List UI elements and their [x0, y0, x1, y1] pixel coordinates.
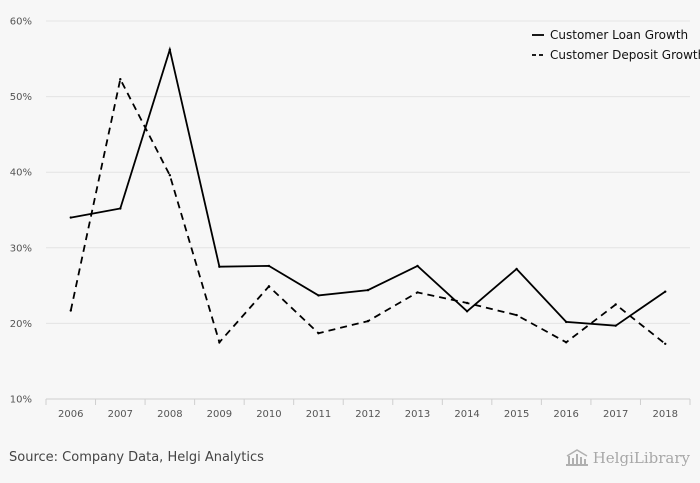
x-tick-label: 2009 — [207, 409, 232, 420]
x-tick-label: 2018 — [653, 409, 678, 420]
y-tick-label: 40% — [10, 168, 32, 179]
x-tick-label: 2008 — [157, 409, 182, 420]
helgi-library-logo: HelgiLibrary — [565, 449, 690, 467]
data-point — [664, 342, 667, 346]
data-point — [267, 264, 271, 268]
x-tick-label: 2016 — [553, 409, 578, 420]
x-tick-label: 2006 — [58, 409, 83, 420]
data-point — [564, 320, 568, 324]
data-point — [366, 319, 370, 323]
data-point — [168, 174, 172, 177]
data-point — [119, 78, 122, 81]
data-point — [218, 265, 221, 268]
y-axis-ticks: 10% 20% 30% 40% 50% 60% — [10, 17, 32, 406]
x-tick-label: 2012 — [355, 409, 380, 420]
grid-lines — [46, 20, 690, 400]
y-tick-label: 10% — [10, 395, 32, 406]
data-point — [218, 341, 221, 344]
y-tick-label: 50% — [10, 92, 32, 103]
x-tick-label: 2015 — [504, 409, 529, 420]
data-point — [614, 324, 617, 327]
logo-text: HelgiLibrary — [592, 449, 690, 467]
data-point — [69, 309, 72, 312]
library-building-icon — [565, 449, 588, 466]
data-point — [465, 310, 469, 313]
data-point — [664, 290, 667, 293]
y-tick-label: 60% — [10, 17, 32, 28]
data-point — [515, 267, 518, 271]
data-point — [366, 288, 370, 292]
data-point — [267, 285, 271, 288]
legend: Customer Loan Growth Customer Deposit Gro… — [532, 28, 700, 62]
data-point — [317, 332, 320, 335]
data-point — [69, 216, 72, 219]
x-tick-label: 2010 — [256, 409, 281, 420]
data-point — [515, 313, 518, 317]
x-tick-label: 2007 — [108, 409, 133, 420]
series-line-loan-growth — [70, 46, 666, 327]
data-point — [614, 303, 617, 306]
data-point — [416, 264, 419, 268]
y-tick-label: 30% — [10, 243, 32, 254]
x-tick-label: 2014 — [454, 409, 479, 420]
legend-label: Customer Deposit Growth — [550, 48, 700, 62]
data-point — [465, 301, 469, 305]
x-tick-label: 2017 — [603, 409, 628, 420]
source-note: Source: Company Data, Helgi Analytics — [9, 450, 264, 465]
data-point — [416, 291, 419, 294]
x-axis-ticks: 2006 2007 2008 2009 2010 2011 2012 2013 2014 2015… — [45, 399, 691, 420]
series-line-deposit-growth — [69, 76, 666, 345]
x-tick-label: 2013 — [405, 409, 430, 420]
line-chart: 10%20%30%40%50%60% 2006 2007 2008 2009 2010 2… — [10, 17, 700, 421]
data-point — [564, 341, 568, 344]
series-lines — [69, 46, 667, 346]
data-point — [168, 48, 172, 51]
y-tick-label: 20% — [10, 319, 32, 330]
data-point — [119, 207, 122, 210]
data-point — [317, 294, 320, 297]
x-tick-label: 2011 — [306, 409, 331, 420]
legend-label: Customer Loan Growth — [550, 28, 688, 42]
